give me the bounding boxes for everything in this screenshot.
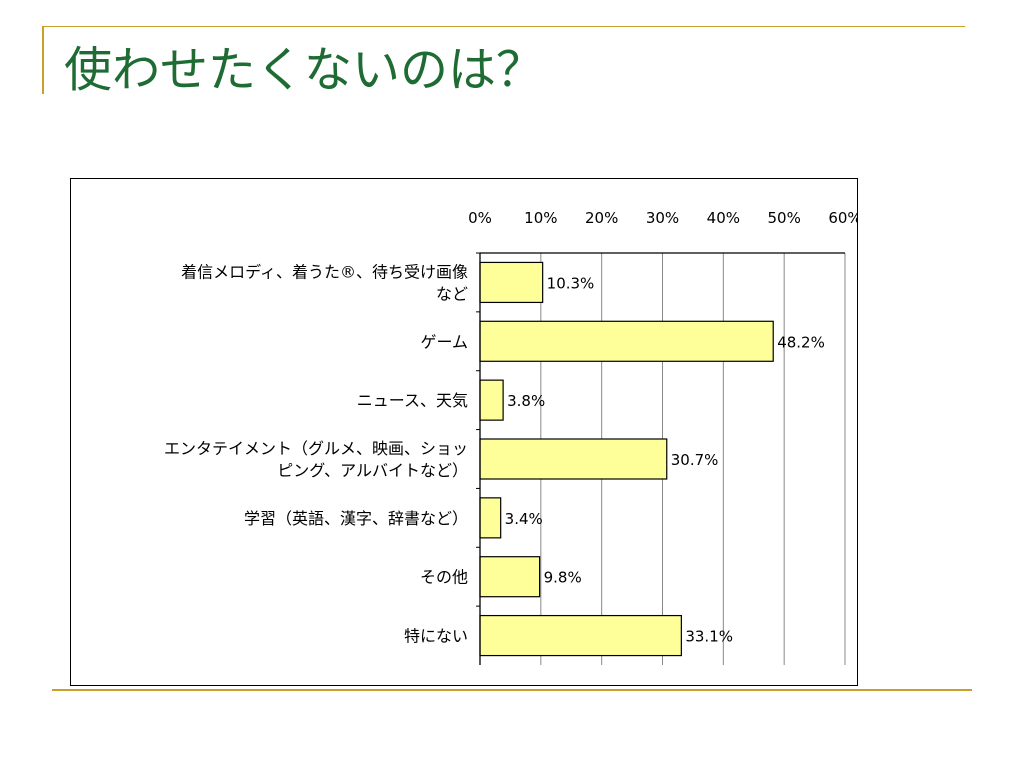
bar (479, 438, 668, 480)
x-tick-label: 0% (468, 209, 492, 227)
slide-title: 使わせたくないのは？ (64, 42, 545, 98)
bar (479, 320, 774, 362)
x-tick-label: 30% (646, 209, 679, 227)
bar-chart: 0% 10% 20% 30% 40% 50% 60% 10.3% 着信メロディ、着うた®、待ち受… (164, 209, 857, 665)
category-label: 学習（英語、漢字、辞書など） (244, 509, 468, 528)
bar (479, 379, 504, 421)
category-label: など (436, 284, 468, 303)
x-tick-label: 20% (585, 209, 618, 227)
category-label: ニュース、天気 (357, 391, 468, 410)
x-tick-label: 10% (524, 209, 557, 227)
data-label: 10.3% (547, 274, 595, 292)
x-tick-label: 40% (707, 209, 740, 227)
left-accent-rule (42, 26, 44, 94)
x-tick-label: 60% (828, 209, 857, 227)
bottom-rule (52, 689, 972, 691)
data-label: 48.2% (777, 333, 825, 351)
category-label: ピング、アルバイトなど） (277, 461, 468, 480)
bar (479, 497, 502, 539)
data-label: 3.4% (505, 510, 543, 528)
top-rule (42, 26, 965, 27)
data-label: 33.1% (685, 628, 733, 646)
bar (479, 614, 682, 657)
chart-frame: 0% 10% 20% 30% 40% 50% 60% 10.3% 着信メロディ、着うた®、待ち受… (70, 178, 858, 686)
data-label: 9.8% (544, 569, 582, 587)
data-label: 30.7% (671, 451, 719, 469)
x-tick-label: 50% (767, 209, 800, 227)
bar (479, 261, 544, 304)
category-label: 特にない (404, 627, 468, 646)
category-label: ゲーム (420, 332, 468, 351)
category-label: その他 (420, 568, 468, 587)
data-label: 3.8% (507, 392, 545, 410)
bar (479, 556, 541, 598)
category-label: エンタテイメント（グルメ、映画、ショッ (164, 439, 468, 458)
category-label: 着信メロディ、着うた®、待ち受け画像 (181, 262, 468, 281)
